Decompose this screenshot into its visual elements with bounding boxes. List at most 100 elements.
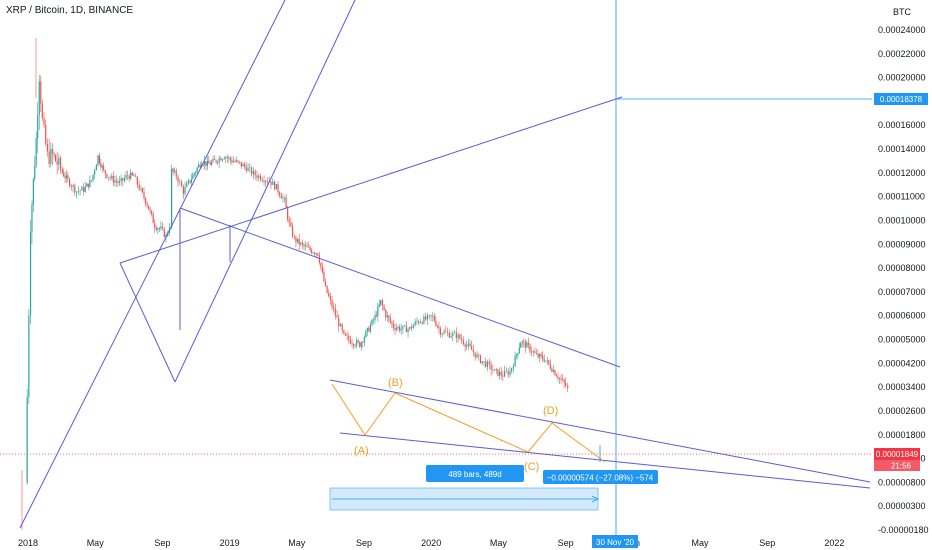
candle: [443, 328, 445, 335]
candle: [192, 171, 194, 180]
candle: [103, 162, 105, 172]
candle: [486, 359, 489, 372]
candle: [439, 325, 442, 338]
price-tick-label: 0.00014000: [878, 144, 926, 154]
trendline-descending[interactable]: [179, 207, 621, 368]
candle: [211, 159, 213, 167]
candle: [237, 159, 239, 164]
candle: [254, 168, 256, 180]
candle: [410, 323, 413, 332]
trendline-channel-lower[interactable]: [119, 262, 176, 383]
candle: [118, 176, 121, 186]
candle: [130, 168, 132, 180]
candle: [67, 171, 69, 182]
candle: [161, 222, 164, 231]
candle: [423, 314, 425, 325]
candle: [514, 351, 516, 367]
time-axis[interactable]: 2018MaySep2019MaySep2020MaySepJanMaySep2…: [18, 538, 844, 548]
candle: [397, 325, 399, 331]
candle: [249, 163, 251, 174]
candle: [492, 364, 494, 374]
candle: [81, 185, 83, 191]
wedge-lower-line[interactable]: [339, 432, 871, 489]
candle: [359, 341, 361, 349]
candle: [301, 239, 304, 250]
candle: [208, 155, 210, 164]
price-tick-label: 0.00006000: [878, 311, 926, 321]
candle: [258, 173, 260, 182]
candle: [35, 131, 37, 169]
candle: [418, 319, 420, 326]
candle: [527, 337, 529, 349]
candle: [306, 242, 308, 248]
candle: [304, 241, 307, 251]
candle: [303, 242, 305, 251]
candle: [502, 370, 504, 381]
candle: [552, 364, 555, 374]
trendline-channel-inner[interactable]: [174, 0, 356, 383]
candle: [226, 154, 228, 164]
price-tick-label: 0.00020000: [878, 73, 926, 83]
chart-title: XRP / Bitcoin, 1D, BINANCE: [6, 5, 134, 16]
candle: [448, 329, 450, 339]
candle: [212, 155, 214, 163]
candle: [357, 338, 359, 344]
candle: [368, 325, 370, 333]
candle: [554, 369, 556, 376]
candle: [383, 304, 385, 311]
candle: [225, 155, 227, 163]
candle: [58, 153, 60, 172]
wave-label-c: (C): [524, 461, 539, 473]
candle: [467, 338, 469, 351]
candle: [218, 155, 220, 168]
candle: [326, 285, 328, 294]
candle: [32, 177, 34, 213]
candle: [459, 333, 461, 341]
candle: [107, 177, 110, 181]
candle: [193, 172, 195, 178]
candle: [265, 179, 267, 188]
trendline-channel-outer[interactable]: [19, 0, 286, 529]
candle: [221, 158, 224, 163]
candle: [438, 321, 440, 334]
candle: [148, 205, 150, 210]
candle: [175, 167, 177, 180]
wave-abcd-path[interactable]: [331, 383, 606, 463]
candle: [394, 323, 396, 335]
candle: [172, 167, 174, 176]
candle: [217, 160, 219, 166]
candle: [472, 344, 475, 357]
candle: [296, 238, 299, 245]
candle: [495, 367, 497, 374]
candle: [171, 164, 173, 230]
candle: [111, 173, 113, 181]
candle: [329, 292, 331, 305]
candle: [407, 327, 409, 338]
candle: [182, 184, 184, 200]
candle: [64, 171, 66, 183]
candle: [521, 339, 523, 348]
candle: [272, 177, 274, 185]
candle: [205, 161, 207, 171]
candle: [324, 278, 327, 287]
candle: [29, 220, 32, 325]
candle: [412, 323, 414, 329]
candle: [266, 177, 269, 186]
price-tick-label: 0.00001800: [878, 430, 926, 440]
candle: [40, 75, 42, 112]
candle: [295, 235, 297, 248]
candle: [488, 358, 490, 369]
candle: [505, 367, 507, 373]
wedge-upper-line[interactable]: [329, 379, 871, 483]
candle: [177, 174, 179, 187]
candle: [56, 151, 58, 175]
candle: [558, 377, 561, 384]
candle: [430, 314, 432, 322]
cross-price-text: 0.00018378: [880, 95, 923, 104]
wave-label-b: (B): [388, 377, 403, 389]
candle: [511, 367, 513, 374]
candle: [231, 156, 233, 165]
candle: [375, 311, 378, 318]
trendline-fan-upper[interactable]: [119, 96, 623, 264]
